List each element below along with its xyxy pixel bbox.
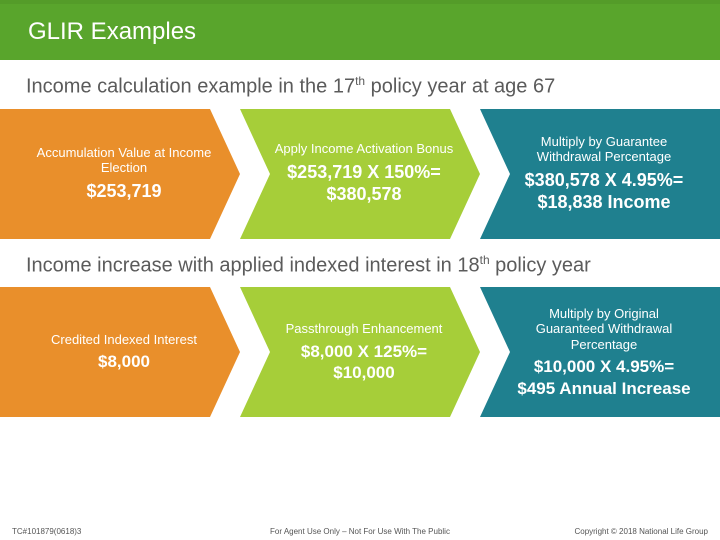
footer-center: For Agent Use Only – Not For Use With Th… <box>0 527 720 536</box>
page-title: GLIR Examples <box>28 18 196 46</box>
step-value: $8,000 <box>98 351 150 372</box>
flow-row-1: Accumulation Value at Income Election $2… <box>0 109 720 239</box>
footer: TC#101879(0618)3 For Agent Use Only – No… <box>0 527 720 536</box>
section2-heading: Income increase with applied indexed int… <box>0 239 720 288</box>
step-value: $10,000 X 4.95%= $495 Annual Increase <box>514 356 694 399</box>
step-label: Passthrough Enhancement <box>286 321 443 337</box>
step-annual-increase: Multiply by Original Guaranteed Withdraw… <box>480 287 720 417</box>
step-withdrawal: Multiply by Guarantee Withdrawal Percent… <box>480 109 720 239</box>
step-value: $380,578 X 4.95%= $18,838 Income <box>514 169 694 214</box>
section1-heading: Income calculation example in the 17th p… <box>0 60 720 109</box>
step-value: $253,719 X 150%= $380,578 <box>274 161 454 206</box>
step-value: $253,719 <box>86 180 161 203</box>
step-value: $8,000 X 125%= $10,000 <box>274 341 454 384</box>
step-bonus: Apply Income Activation Bonus $253,719 X… <box>240 109 480 239</box>
step-label: Multiply by Original Guaranteed Withdraw… <box>514 306 694 353</box>
step-label: Multiply by Guarantee Withdrawal Percent… <box>514 134 694 165</box>
flow-row-2: Credited Indexed Interest $8,000 Passthr… <box>0 287 720 417</box>
step-accumulation: Accumulation Value at Income Election $2… <box>0 109 240 239</box>
step-label: Accumulation Value at Income Election <box>34 145 214 176</box>
step-passthrough: Passthrough Enhancement $8,000 X 125%= $… <box>240 287 480 417</box>
step-credited: Credited Indexed Interest $8,000 <box>0 287 240 417</box>
step-label: Apply Income Activation Bonus <box>275 141 454 157</box>
title-band: GLIR Examples <box>0 0 720 60</box>
step-label: Credited Indexed Interest <box>51 332 197 348</box>
